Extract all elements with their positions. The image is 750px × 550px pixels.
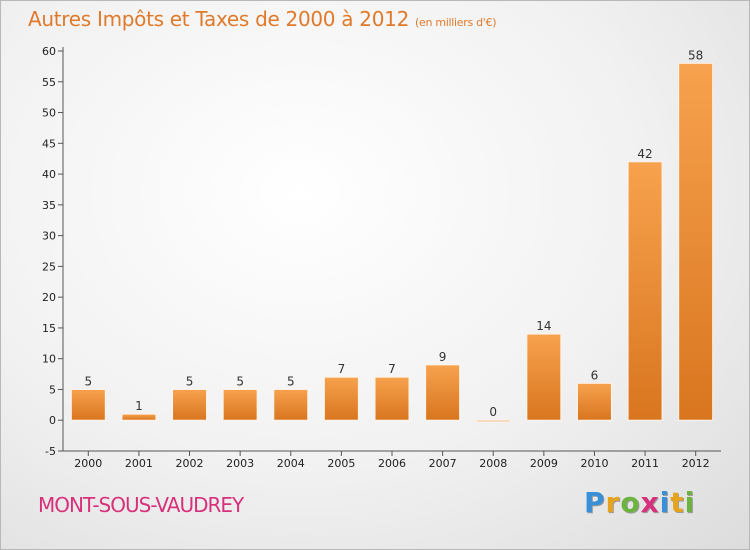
brand-letter: i [684,486,696,519]
brand-letter: r [605,486,621,519]
place-name: MONT-SOUS-VAUDREY [38,493,244,517]
x-tick-label: 2001 [125,457,153,470]
value-label: 5 [236,374,244,388]
y-tick-label: 55 [42,76,56,89]
bar-2011 [627,161,663,421]
x-tick-label: 2009 [530,457,558,470]
y-tick-label: 10 [42,353,56,366]
bar-2006 [374,376,410,421]
brand-letter: o [620,486,641,519]
value-label: 14 [536,319,551,333]
x-tick-label: 2002 [176,457,204,470]
bar-2004 [273,388,309,421]
y-tick-label: 35 [42,199,56,212]
value-label: 42 [637,147,652,161]
x-tick-label: 2000 [74,457,102,470]
bar-2009 [526,333,562,421]
brand-letter: i [659,486,671,519]
bar-2002 [172,388,208,421]
y-tick-label: 30 [42,230,56,243]
x-tick-label: 2003 [226,457,254,470]
x-tick-label: 2008 [479,457,507,470]
chart-labels: 5 1 5 5 5 7 7 9 0 14 6 42 58 [84,48,703,419]
value-label: 6 [591,368,599,382]
bar-2012 [678,62,714,421]
brand-letter: t [670,486,685,519]
y-tick-label: 60 [42,45,56,58]
bar-2001 [121,413,157,421]
y-tick-label: 45 [42,137,56,150]
x-tick-label: 2005 [327,457,355,470]
bar-2000 [70,388,106,421]
bar-2005 [323,376,359,421]
x-tick-label: 2010 [580,457,608,470]
y-tick-label: 40 [42,168,56,181]
bar-2008 [475,419,511,423]
value-label: 5 [287,374,295,388]
brand-letter: P [584,486,606,519]
y-tick-label: 15 [42,322,56,335]
value-label: 5 [186,374,194,388]
bar-2010 [576,382,612,421]
y-tick-label: 50 [42,107,56,120]
value-label: 7 [338,362,346,376]
x-tick-label: 2006 [378,457,406,470]
y-tick-label: 25 [42,260,56,273]
value-label: 0 [489,405,497,419]
y-tick-label: 5 [49,383,56,396]
brand-logo: Proxiti [584,486,695,519]
chart-title-text: Autres Impôts et Taxes de 2000 à 2012 [28,7,409,31]
value-label: 58 [688,48,703,62]
chart-bars [70,62,714,423]
bar-2003 [222,388,258,421]
x-tick-label: 2011 [631,457,659,470]
value-label: 1 [135,399,143,413]
x-tick-label: 2012 [682,457,710,470]
x-tick-label: 2007 [429,457,457,470]
x-tick-label: 2004 [277,457,305,470]
brand-letter: x [640,486,660,519]
value-label: 9 [439,350,447,364]
chart-unit: (en milliers d'€) [415,16,497,29]
y-tick-label: 20 [42,291,56,304]
y-tick-label: -5 [45,445,56,458]
chart-title: Autres Impôts et Taxes de 2000 à 2012 (en… [28,7,496,31]
value-label: 7 [388,362,396,376]
value-label: 5 [84,374,92,388]
bar-2007 [425,364,461,421]
y-tick-label: 0 [49,414,56,427]
